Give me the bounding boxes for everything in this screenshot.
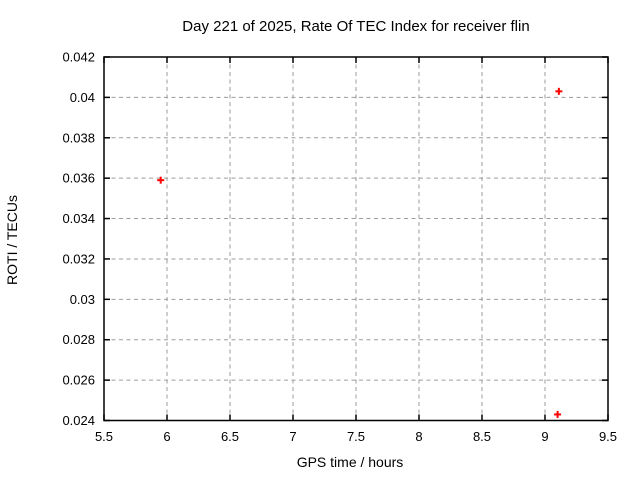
x-tick-label: 9 <box>541 429 548 444</box>
y-tick-label: 0.024 <box>62 413 95 428</box>
y-tick-label: 0.032 <box>62 251 95 266</box>
y-tick-label: 0.034 <box>62 211 95 226</box>
y-tick-label: 0.042 <box>62 50 95 65</box>
x-axis-label: GPS time / hours <box>297 454 404 470</box>
y-tick-label: 0.038 <box>62 130 95 145</box>
x-tick-label: 6.5 <box>221 429 239 444</box>
data-points <box>157 87 563 418</box>
x-tick-label: 8 <box>415 429 422 444</box>
y-tick-label: 0.03 <box>70 292 95 307</box>
data-point-marker <box>555 87 563 95</box>
y-tick-label: 0.036 <box>62 171 95 186</box>
y-tick-label: 0.028 <box>62 332 95 347</box>
x-tick-label: 7.5 <box>347 429 365 444</box>
grid-layer <box>103 56 609 421</box>
data-point-marker <box>554 410 562 418</box>
y-axis-label: ROTI / TECUs <box>4 195 20 285</box>
y-tick-label: 0.04 <box>70 90 95 105</box>
chart-title: Day 221 of 2025, Rate Of TEC Index for r… <box>182 18 529 35</box>
x-tick-label: 6 <box>163 429 170 444</box>
x-tick-label: 9.5 <box>599 429 617 444</box>
tick-labels: 5.5 6 6.5 7 7.5 8 8.5 9 9.5 0.024 0.026 0.028 0.03 0.… <box>62 50 617 445</box>
y-tick-label: 0.026 <box>62 373 95 388</box>
x-tick-label: 7 <box>289 429 296 444</box>
x-tick-label: 8.5 <box>473 429 491 444</box>
data-point-marker <box>157 176 165 184</box>
x-tick-label: 5.5 <box>95 429 113 444</box>
plot-border <box>103 56 609 422</box>
